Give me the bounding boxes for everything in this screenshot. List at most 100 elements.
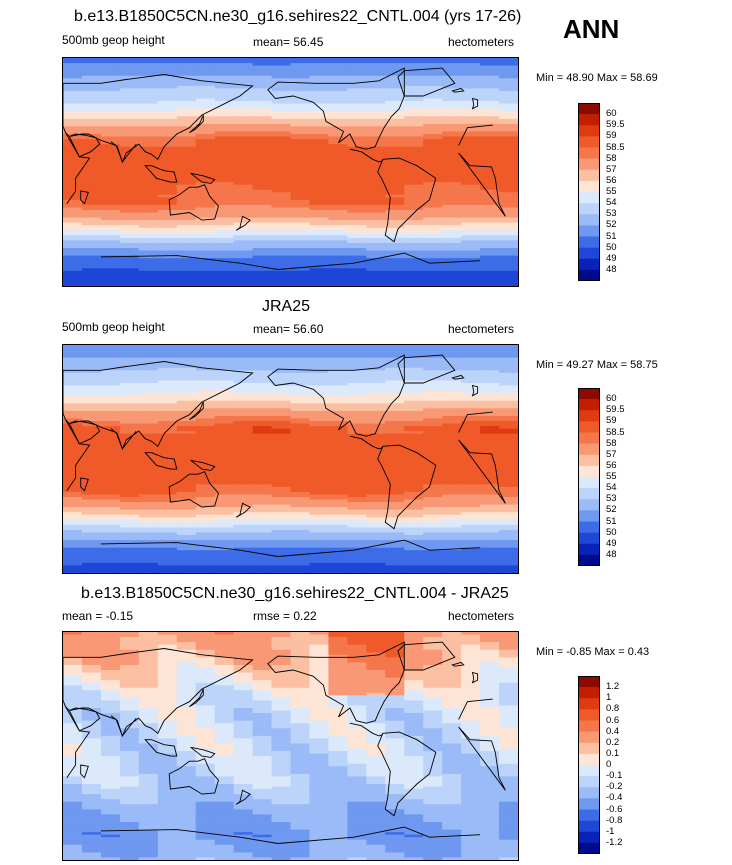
field-cell bbox=[499, 215, 518, 219]
field-cell bbox=[328, 278, 348, 282]
field-cell bbox=[100, 365, 121, 369]
field-cell bbox=[461, 235, 481, 239]
field-cell bbox=[328, 199, 348, 203]
field-cell bbox=[233, 410, 254, 414]
field-cell bbox=[195, 441, 216, 445]
field-cell bbox=[309, 499, 329, 503]
field-cell bbox=[138, 146, 159, 150]
field-cell bbox=[63, 502, 83, 506]
field-cell bbox=[499, 237, 518, 241]
field-cell bbox=[157, 380, 178, 384]
field-cell bbox=[119, 532, 140, 536]
field-cell bbox=[347, 672, 367, 676]
field-cell bbox=[157, 555, 178, 559]
field-cell bbox=[138, 383, 159, 387]
field-cell bbox=[157, 121, 178, 125]
colorbar-swatch bbox=[578, 169, 600, 182]
field-cell bbox=[404, 352, 424, 356]
field-cell bbox=[233, 270, 254, 274]
field-cell bbox=[442, 121, 462, 125]
field-cell bbox=[233, 562, 254, 566]
coastline-seasia bbox=[144, 452, 178, 470]
field-cell bbox=[480, 481, 500, 485]
field-cell bbox=[100, 179, 121, 183]
field-cell bbox=[366, 235, 386, 239]
field-cell bbox=[157, 471, 178, 475]
field-cell bbox=[138, 418, 159, 422]
field-cell bbox=[271, 240, 291, 244]
field-cell bbox=[347, 220, 367, 224]
field-cell bbox=[214, 204, 235, 208]
field-cell bbox=[499, 413, 518, 417]
field-cell bbox=[233, 134, 254, 138]
field-cell bbox=[176, 512, 197, 516]
field-cell bbox=[385, 177, 405, 181]
field-cell bbox=[176, 96, 197, 100]
field-cell bbox=[138, 413, 159, 417]
colorbar-swatch bbox=[578, 192, 600, 204]
field-cell bbox=[195, 675, 216, 679]
field-cell bbox=[328, 512, 348, 516]
field-cell bbox=[499, 126, 518, 130]
field-cell bbox=[309, 78, 329, 82]
field-cell bbox=[480, 192, 500, 196]
field-cell bbox=[499, 265, 518, 269]
field-cell bbox=[138, 80, 159, 84]
field-cell bbox=[195, 375, 216, 379]
field-cell bbox=[404, 156, 424, 160]
field-cell bbox=[157, 570, 178, 573]
field-cell bbox=[100, 486, 121, 490]
field-cell bbox=[328, 258, 348, 262]
field-cell bbox=[157, 215, 178, 219]
field-cell bbox=[309, 555, 329, 559]
field-cell bbox=[366, 96, 386, 100]
field-cell bbox=[81, 522, 102, 526]
field-cell bbox=[328, 189, 348, 193]
field-cell bbox=[63, 469, 83, 473]
field-cell bbox=[423, 58, 443, 62]
field-cell bbox=[119, 423, 140, 427]
field-cell bbox=[366, 428, 386, 432]
field-cell bbox=[119, 652, 140, 656]
field-cell bbox=[81, 385, 102, 389]
field-cell bbox=[63, 677, 83, 681]
field-cell bbox=[347, 121, 367, 125]
field-cell bbox=[100, 461, 121, 465]
field-cell bbox=[309, 659, 329, 663]
field-cell bbox=[499, 204, 518, 208]
colorbar-label: 54 bbox=[606, 482, 617, 494]
field-cell bbox=[214, 552, 235, 556]
field-cell bbox=[290, 174, 310, 178]
field-cell bbox=[404, 675, 424, 679]
field-cell bbox=[157, 675, 178, 679]
field-cell bbox=[252, 507, 273, 511]
field-cell bbox=[119, 370, 140, 374]
field-cell bbox=[138, 509, 159, 513]
field-cell bbox=[176, 451, 197, 455]
field-cell bbox=[480, 245, 500, 249]
field-cell bbox=[138, 474, 159, 478]
field-cell bbox=[176, 73, 197, 77]
field-cell bbox=[176, 80, 197, 84]
field-cell bbox=[442, 273, 462, 277]
field-cell bbox=[499, 560, 518, 564]
field-cell bbox=[138, 182, 159, 186]
field-cell bbox=[138, 139, 159, 143]
field-cell bbox=[138, 552, 159, 556]
field-cell bbox=[138, 675, 159, 679]
field-cell bbox=[480, 184, 500, 188]
field-cell bbox=[404, 237, 424, 241]
field-cell bbox=[81, 491, 102, 495]
field-cell bbox=[195, 377, 216, 381]
field-cell bbox=[385, 565, 405, 569]
field-cell bbox=[138, 350, 159, 354]
field-cell bbox=[423, 390, 443, 394]
field-cell bbox=[423, 250, 443, 254]
field-cell bbox=[309, 649, 329, 653]
field-cell bbox=[157, 514, 178, 518]
field-cell bbox=[157, 106, 178, 110]
field-cell bbox=[119, 557, 140, 561]
field-cell bbox=[499, 111, 518, 115]
panel2-minmax: Min = 49.27 Max = 58.75 bbox=[536, 359, 658, 371]
field-cell bbox=[423, 400, 443, 404]
